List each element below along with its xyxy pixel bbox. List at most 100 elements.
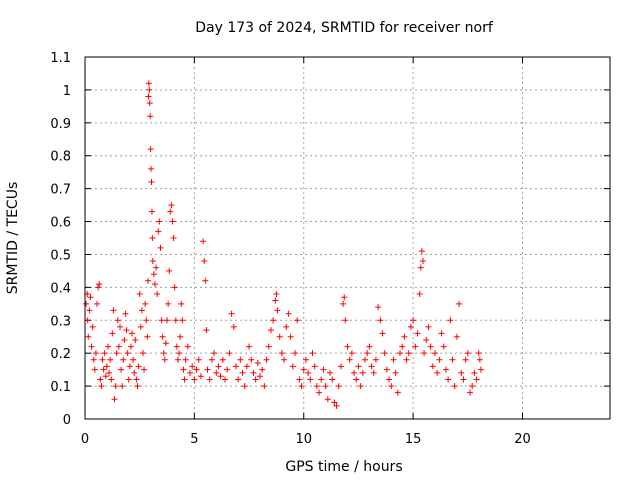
data-point	[333, 402, 340, 409]
y-tick-label: 0.5	[50, 248, 71, 263]
data-point	[172, 317, 179, 324]
grid	[85, 57, 610, 419]
data-point	[379, 330, 386, 337]
data-point	[97, 376, 104, 383]
data-point	[153, 264, 160, 271]
data-point	[390, 356, 397, 363]
data-point	[146, 100, 153, 107]
y-tick-label: 1.1	[50, 51, 71, 66]
data-point	[281, 356, 288, 363]
data-point	[265, 343, 272, 350]
data-point	[316, 389, 323, 396]
data-point	[149, 258, 156, 265]
data-point	[425, 323, 432, 330]
data-point	[123, 327, 130, 334]
data-point	[121, 337, 128, 344]
data-point	[83, 300, 90, 307]
data-point	[110, 307, 117, 314]
data-point	[126, 363, 133, 370]
data-point	[173, 343, 180, 350]
data-point	[143, 317, 150, 324]
data-point	[419, 258, 426, 265]
x-tick-label: 20	[514, 432, 531, 447]
data-point	[112, 383, 119, 390]
data-point	[131, 369, 138, 376]
data-point	[120, 356, 127, 363]
data-point	[208, 356, 215, 363]
data-point	[160, 350, 167, 357]
data-point	[399, 343, 406, 350]
data-point	[108, 376, 115, 383]
data-point	[305, 369, 312, 376]
y-axis-label: SRMTID / TECUs	[5, 182, 21, 295]
data-point	[388, 383, 395, 390]
data-point	[309, 350, 316, 357]
data-point	[257, 373, 263, 380]
data-point	[239, 369, 246, 376]
data-point	[421, 350, 428, 357]
data-point	[203, 327, 210, 334]
data-point	[197, 373, 204, 380]
data-point	[340, 300, 347, 307]
data-point	[202, 277, 209, 284]
y-tick-label: 0.2	[50, 347, 71, 362]
data-point	[456, 300, 463, 307]
data-point	[259, 366, 266, 373]
data-point	[348, 350, 355, 357]
data-point	[145, 80, 152, 87]
data-point	[124, 350, 131, 357]
data-point	[442, 366, 449, 373]
data-point	[119, 383, 126, 390]
data-point	[159, 333, 166, 340]
data-point	[436, 356, 443, 363]
data-point	[154, 290, 161, 297]
data-point	[462, 356, 469, 363]
data-point	[113, 350, 120, 357]
data-point	[416, 290, 423, 297]
x-tick-label: 0	[81, 432, 89, 447]
data-point	[98, 383, 105, 390]
data-point	[145, 277, 151, 284]
data-point	[107, 356, 114, 363]
data-point	[427, 343, 434, 350]
data-point	[147, 113, 154, 120]
data-point	[102, 373, 109, 380]
data-point	[403, 356, 410, 363]
data-point	[224, 366, 231, 373]
y-tick-label: 0.3	[50, 314, 71, 329]
data-point	[91, 366, 98, 373]
data-point	[164, 317, 171, 324]
data-point	[135, 363, 142, 370]
data-point	[174, 356, 181, 363]
data-point	[219, 356, 226, 363]
data-point	[327, 369, 333, 376]
data-point	[261, 383, 268, 390]
data-point	[132, 337, 139, 344]
data-point	[246, 343, 253, 350]
data-point	[270, 317, 277, 324]
x-tick-label: 15	[405, 432, 422, 447]
data-point	[477, 366, 484, 373]
data-point	[394, 389, 401, 396]
data-point	[410, 317, 417, 324]
data-point	[99, 356, 106, 363]
y-tick-label: 0.1	[50, 380, 71, 395]
data-point	[149, 235, 156, 241]
data-point	[133, 376, 140, 383]
data-point	[189, 363, 196, 370]
data-point	[100, 366, 107, 373]
data-point	[302, 356, 309, 363]
data-point	[226, 350, 233, 357]
data-point	[235, 376, 242, 383]
data-point	[106, 369, 113, 376]
data-point	[215, 363, 222, 370]
data-point	[300, 366, 307, 373]
data-point	[423, 337, 430, 344]
data-point	[138, 307, 145, 314]
data-point	[141, 366, 148, 373]
data-point	[103, 363, 110, 370]
data-point	[418, 248, 425, 255]
data-point	[375, 304, 382, 311]
data-point	[473, 376, 480, 383]
data-point	[469, 383, 476, 390]
